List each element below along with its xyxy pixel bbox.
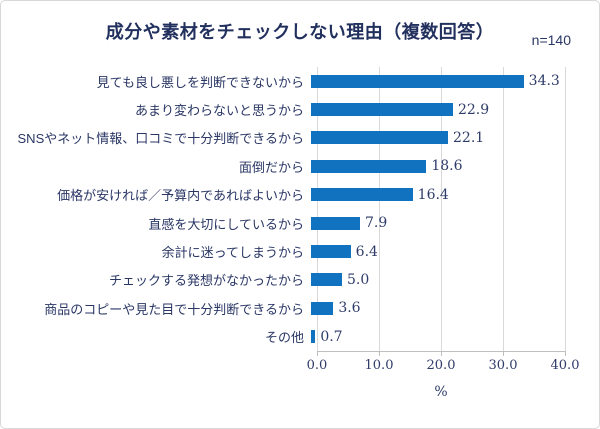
value-label: 22.1 bbox=[453, 129, 485, 146]
bar-rows: 見ても良し悪しを判断できないから 34.3 あまり変わらないと思うから 22.9… bbox=[1, 67, 599, 351]
tick-mark bbox=[565, 351, 566, 356]
tick-mark bbox=[441, 351, 442, 356]
chart-title: 成分や素材をチェックしない理由（複数回答） bbox=[105, 22, 495, 42]
bar-track: 3.6 bbox=[311, 300, 559, 316]
bar-row: 面倒だから 18.6 bbox=[1, 152, 599, 180]
tick-label: 30.0 bbox=[488, 358, 518, 373]
category-label: 価格が安ければ／予算内であればよいから bbox=[57, 188, 304, 204]
bar-track: 0.7 bbox=[311, 329, 559, 345]
category-label: SNSやネット情報、口コミで十分判断できるから bbox=[17, 131, 304, 147]
gridline bbox=[441, 67, 442, 351]
bar bbox=[311, 103, 453, 117]
bar-track: 16.4 bbox=[311, 187, 559, 203]
bar bbox=[311, 159, 427, 173]
category-label: 商品のコピーや見た目で十分判断できるから bbox=[44, 301, 304, 317]
bar bbox=[311, 245, 351, 259]
bar bbox=[311, 273, 342, 287]
bar-row: 直感を大切にしているから 7.9 bbox=[1, 209, 599, 237]
bar-track: 7.9 bbox=[311, 215, 559, 231]
gridline bbox=[317, 67, 318, 351]
bar-track: 6.4 bbox=[311, 244, 559, 260]
bar-row: あまり変わらないと思うから 22.9 bbox=[1, 95, 599, 123]
bar-row: 余計に迷ってしまうから 6.4 bbox=[1, 237, 599, 265]
bar-row: その他 0.7 bbox=[1, 323, 599, 351]
gridline-layer bbox=[317, 67, 566, 351]
bar-track: 22.1 bbox=[311, 130, 559, 146]
bar bbox=[311, 131, 449, 145]
bar bbox=[311, 188, 413, 202]
category-label: その他 bbox=[264, 330, 304, 346]
bar bbox=[311, 330, 316, 344]
value-label: 0.7 bbox=[320, 328, 343, 345]
bar-track: 34.3 bbox=[311, 73, 560, 90]
category-label: 見ても良し悪しを判断できないから bbox=[96, 74, 304, 90]
gridline bbox=[503, 67, 504, 351]
tick-mark bbox=[503, 351, 504, 356]
bar-row: SNSやネット情報、口コミで十分判断できるから 22.1 bbox=[1, 124, 599, 152]
bar bbox=[311, 74, 524, 88]
bar-track: 18.6 bbox=[311, 158, 559, 174]
tick-mark bbox=[317, 351, 318, 356]
tick-label: 10.0 bbox=[364, 358, 394, 373]
value-label: 5.0 bbox=[347, 271, 370, 288]
tick-label: 40.0 bbox=[550, 358, 580, 373]
tick-mark bbox=[379, 351, 380, 356]
bar bbox=[311, 216, 360, 230]
bar-row: 商品のコピーや見た目で十分判断できるから 3.6 bbox=[1, 294, 599, 322]
value-label: 6.4 bbox=[355, 243, 378, 260]
value-label: 16.4 bbox=[417, 186, 449, 203]
bar-row: 見ても良し悪しを判断できないから 34.3 bbox=[1, 67, 599, 95]
sample-size-label: n=140 bbox=[531, 32, 571, 48]
gridline bbox=[565, 67, 566, 351]
x-axis-unit-label: % bbox=[434, 384, 448, 400]
category-label: チェックする発想がなかったから bbox=[108, 273, 304, 289]
tick-label: 20.0 bbox=[426, 358, 456, 373]
value-label: 34.3 bbox=[528, 73, 560, 90]
bar-row: チェックする発想がなかったから 5.0 bbox=[1, 266, 599, 294]
category-label: 余計に迷ってしまうから bbox=[161, 245, 304, 261]
gridline bbox=[379, 67, 380, 351]
value-label: 3.6 bbox=[338, 300, 361, 317]
bar-track: 22.9 bbox=[311, 102, 559, 118]
value-label: 22.9 bbox=[457, 101, 490, 118]
category-label: 直感を大切にしているから bbox=[148, 216, 304, 232]
bar-track: 5.0 bbox=[311, 272, 559, 288]
bar bbox=[311, 301, 334, 315]
bar-row: 価格が安ければ／予算内であればよいから 16.4 bbox=[1, 181, 599, 209]
tick-label: 0.0 bbox=[306, 358, 328, 373]
x-axis-tick-labels: 0.0 10.0 20.0 30.0 40.0 bbox=[307, 358, 580, 374]
value-label: 18.6 bbox=[431, 158, 463, 175]
category-label: 面倒だから bbox=[238, 159, 304, 175]
category-label: あまり変わらないと思うから bbox=[134, 103, 304, 119]
value-label: 7.9 bbox=[364, 215, 388, 232]
x-axis-ticks bbox=[317, 351, 566, 356]
